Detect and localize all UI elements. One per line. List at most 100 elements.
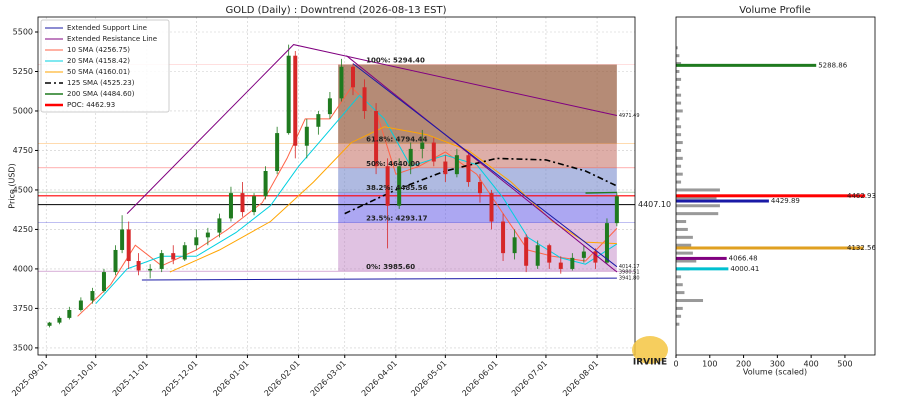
candle-body	[512, 237, 517, 254]
volume-highlight-bar	[676, 199, 769, 203]
volume-highlight-bar	[676, 246, 864, 250]
volume-bar	[676, 164, 682, 168]
trend-line-label: 3941.80	[619, 276, 640, 282]
volume-bar	[676, 93, 682, 97]
volume-bar	[676, 156, 683, 160]
fib-band	[338, 167, 617, 193]
chart-title: GOLD (Daily) : Downtrend (2026-08-13 EST…	[226, 5, 447, 16]
volume-bar	[676, 259, 697, 263]
candle-body	[275, 133, 280, 171]
volume-bar	[676, 283, 683, 287]
volume-bar	[676, 133, 682, 137]
candle-body	[477, 182, 482, 194]
y-tick-label: 3500	[13, 343, 33, 352]
legend-label: Extended Support Line	[67, 24, 147, 32]
candle-body	[90, 291, 95, 301]
volume-bar	[676, 62, 682, 66]
candle-body	[240, 193, 245, 213]
volume-title: Volume Profile	[739, 5, 810, 16]
x-tick-label: 500	[837, 360, 852, 369]
candle-body	[252, 196, 257, 213]
candle-body	[339, 66, 344, 99]
volume-bar	[676, 299, 704, 303]
volume-bar	[676, 77, 682, 81]
volume-highlight-label: 4000.41	[730, 265, 759, 273]
volume-bar	[676, 306, 683, 310]
x-tick-label: 0	[673, 360, 678, 369]
candle-body	[408, 148, 413, 167]
logo-badge	[632, 336, 668, 364]
fib-band	[338, 64, 617, 144]
candle-body	[67, 309, 72, 318]
volume-bar	[676, 109, 683, 113]
legend-label: Extended Resistance Line	[67, 35, 157, 43]
candle-body	[194, 237, 199, 246]
legend-label: 200 SMA (4484.60)	[67, 90, 135, 98]
candle-body	[78, 300, 83, 310]
candle-body	[327, 98, 332, 115]
candle-body	[397, 166, 402, 206]
volume-highlight-bar	[676, 63, 817, 67]
volume-bar	[676, 291, 685, 295]
candle-body	[120, 229, 125, 250]
volume-highlight-bar	[676, 256, 727, 260]
fib-label: 23.5%: 4293.17	[366, 215, 428, 223]
candle-body	[159, 253, 164, 269]
sma-line	[95, 94, 618, 305]
y-tick-label: 5000	[13, 106, 33, 115]
fib-label: 38.2%: 4485.56	[366, 184, 428, 192]
legend-label: 10 SMA (4256.75)	[67, 46, 130, 54]
legend-box	[40, 19, 170, 113]
sma-line	[585, 191, 617, 194]
candle-body	[454, 155, 459, 175]
volume-frame	[675, 16, 876, 356]
sma-line	[344, 157, 618, 215]
y-axis-label: Price (USD)	[8, 163, 17, 208]
volume-bar	[676, 212, 719, 216]
plot-area	[38, 44, 635, 328]
volume-bar	[676, 180, 682, 184]
trend-line	[352, 63, 618, 268]
candle-body	[101, 272, 106, 292]
fib-label: 100%: 5294.40	[366, 56, 425, 64]
candle-body	[558, 262, 563, 269]
volume-bar	[676, 101, 682, 105]
candle-body	[501, 221, 506, 254]
volume-bar	[676, 220, 687, 224]
y-tick-label: 4750	[13, 146, 33, 155]
volume-highlight-bar	[676, 194, 866, 198]
trend-line-label: 4971.49	[619, 113, 640, 119]
candle-body	[489, 193, 494, 222]
volume-bar	[676, 85, 680, 89]
candle-body	[362, 87, 367, 111]
volume-bar	[676, 141, 683, 145]
plot-frame	[37, 16, 636, 356]
candle-body	[263, 170, 268, 197]
volume-bar	[676, 69, 680, 73]
candle-body	[217, 218, 222, 233]
candle-body	[293, 55, 298, 146]
legend-label: 50 SMA (4160.01)	[67, 68, 130, 76]
trend-line	[141, 277, 617, 281]
candle-body	[524, 237, 529, 266]
y-tick-label: 4250	[13, 225, 33, 234]
candle-body	[614, 196, 619, 224]
candle-body	[148, 268, 153, 271]
candle-body	[57, 317, 62, 323]
y-tick-label: 4500	[13, 185, 33, 194]
candle-body	[466, 155, 471, 183]
volume-bar	[676, 235, 693, 239]
volume-highlight-bar	[676, 267, 729, 271]
y-tick-label: 4000	[13, 264, 33, 273]
candle-body	[593, 251, 598, 263]
fib-label: 61.8%: 4794.44	[366, 135, 428, 143]
fib-label: 50%: 4640.00	[366, 160, 420, 168]
volume-bar	[676, 314, 682, 318]
candle-body	[228, 193, 233, 219]
volume-highlight-label: 4462.93	[847, 192, 876, 200]
candle-body	[171, 253, 176, 260]
candle-body	[385, 166, 390, 206]
y-tick-label: 3750	[13, 304, 33, 313]
x-tick-label: 300	[770, 360, 785, 369]
candle-body	[547, 245, 552, 263]
